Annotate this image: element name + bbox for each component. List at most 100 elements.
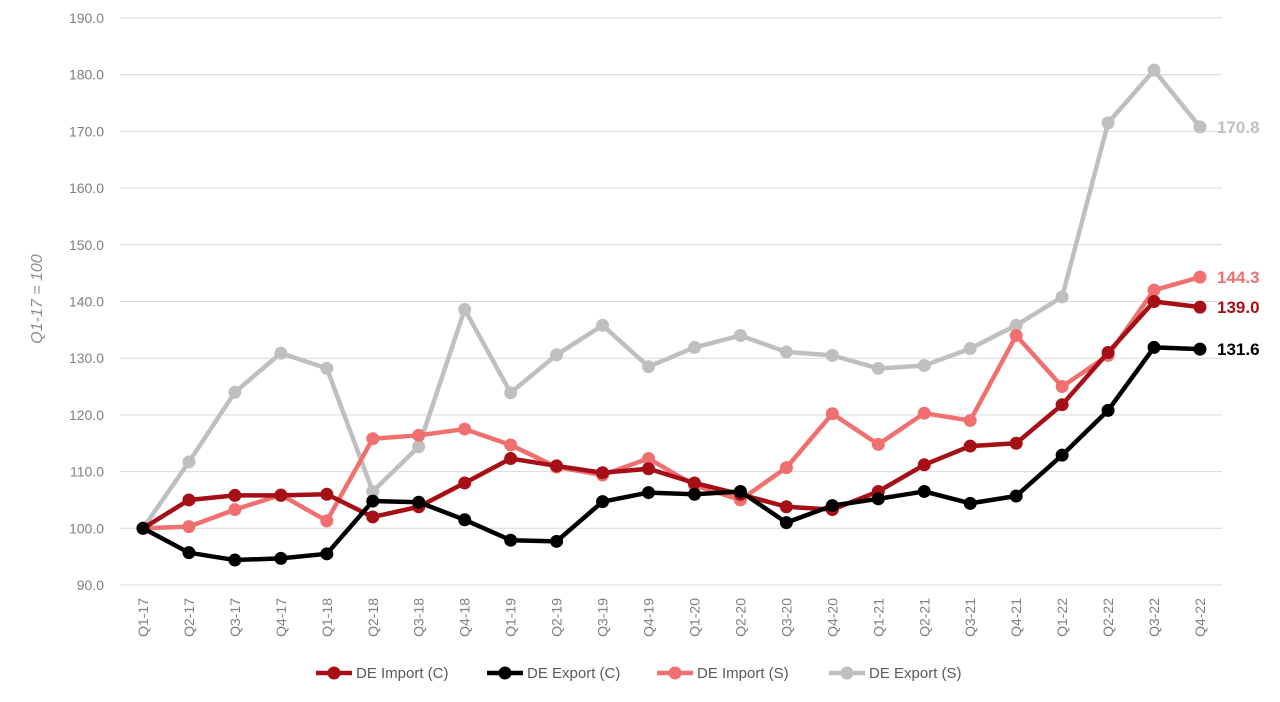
legend-label: DE Export (S) <box>869 665 962 682</box>
legend-label: DE Import (S) <box>697 665 789 682</box>
data-point <box>687 340 701 354</box>
data-point <box>917 406 931 420</box>
series-line <box>140 67 1203 531</box>
data-point <box>228 385 242 399</box>
x-tick-label: Q1-19 <box>503 598 519 637</box>
y-tick-label: 170.0 <box>69 123 104 139</box>
data-point <box>1055 290 1069 304</box>
x-tick-label: Q1-17 <box>135 598 151 637</box>
data-point <box>504 386 518 400</box>
legend-label: DE Export (C) <box>527 665 620 682</box>
x-tick-label: Q2-18 <box>365 598 381 637</box>
data-point <box>1009 489 1023 503</box>
data-point <box>687 487 701 501</box>
data-point <box>1009 436 1023 450</box>
data-point <box>458 422 472 436</box>
data-point <box>779 500 793 514</box>
data-point <box>1009 318 1023 332</box>
series-de-export-s <box>136 63 1207 535</box>
y-tick-label: 150.0 <box>69 237 104 253</box>
data-point <box>366 432 380 446</box>
data-point <box>228 503 242 517</box>
end-value-label: 144.3 <box>1217 268 1260 287</box>
data-point <box>871 361 885 375</box>
data-point <box>963 342 977 356</box>
data-point <box>917 484 931 498</box>
data-point <box>274 346 288 360</box>
data-point <box>320 361 334 375</box>
data-point <box>642 452 656 466</box>
data-point <box>412 428 426 442</box>
x-tick-label: Q3-21 <box>962 598 978 637</box>
series-line <box>140 299 1203 531</box>
data-point <box>1147 340 1161 354</box>
data-point <box>366 510 380 524</box>
data-point <box>1147 283 1161 297</box>
data-point <box>182 546 196 560</box>
legend-item: DE Import (C) <box>316 665 449 682</box>
data-point <box>550 459 564 473</box>
series-line <box>140 274 1203 531</box>
x-tick-label: Q4-22 <box>1192 598 1208 637</box>
y-tick-label: 110.0 <box>70 464 104 480</box>
data-point <box>458 302 472 316</box>
data-point <box>1055 398 1069 412</box>
y-tick-label: 180.0 <box>69 67 104 83</box>
legend-marker <box>327 666 341 680</box>
data-point <box>1193 270 1207 284</box>
y-axis-title: Q1-17 = 100 <box>29 254 46 344</box>
data-point <box>1055 448 1069 462</box>
data-point <box>825 499 839 513</box>
data-point <box>412 495 426 509</box>
data-point <box>550 348 564 362</box>
data-point <box>642 360 656 374</box>
data-point <box>458 513 472 527</box>
data-point <box>871 437 885 451</box>
y-tick-label: 90.0 <box>77 577 104 593</box>
legend-label: DE Import (C) <box>356 665 449 682</box>
data-point <box>458 476 472 490</box>
data-point <box>779 461 793 475</box>
data-point <box>963 439 977 453</box>
legend-item: DE Import (S) <box>657 665 789 682</box>
y-tick-label: 100.0 <box>69 520 104 536</box>
data-point <box>1009 329 1023 343</box>
end-value-label: 139.0 <box>1217 298 1260 317</box>
data-point <box>182 493 196 507</box>
x-tick-label: Q4-19 <box>641 598 657 637</box>
data-point <box>871 492 885 506</box>
data-point <box>274 551 288 565</box>
data-point <box>642 486 656 500</box>
end-value-label: 170.8 <box>1217 118 1260 137</box>
data-point <box>779 345 793 359</box>
x-tick-label: Q4-20 <box>824 598 840 637</box>
y-tick-label: 120.0 <box>69 407 104 423</box>
x-tick-label: Q2-20 <box>732 598 748 637</box>
data-point <box>1193 342 1207 356</box>
data-point <box>779 516 793 530</box>
x-tick-label: Q3-18 <box>411 598 427 637</box>
x-tick-label: Q2-17 <box>181 598 197 637</box>
legend-marker <box>498 666 512 680</box>
data-point <box>1101 403 1115 417</box>
legend-marker <box>840 666 854 680</box>
x-tick-label: Q3-20 <box>778 598 794 637</box>
y-tick-label: 140.0 <box>69 294 104 310</box>
end-labels: 139.0 131.6 144.3 170.8 <box>1217 118 1260 359</box>
x-tick-label: Q2-21 <box>916 598 932 637</box>
data-point <box>228 553 242 567</box>
data-point <box>136 521 150 535</box>
data-point <box>687 476 701 490</box>
x-tick-label: Q1-22 <box>1054 598 1070 637</box>
data-point <box>274 488 288 502</box>
data-point <box>504 438 518 452</box>
data-point <box>596 318 610 332</box>
x-tick-label: Q2-19 <box>549 598 565 637</box>
series-line <box>140 345 1203 563</box>
data-point <box>917 458 931 472</box>
y-axis: 90.0 100.0 110.0 120.0 130.0 140.0 150.0 160.0 1… <box>69 10 104 593</box>
data-point <box>733 329 747 343</box>
x-tick-label: Q3-19 <box>595 598 611 637</box>
x-tick-label: Q3-17 <box>227 598 243 637</box>
